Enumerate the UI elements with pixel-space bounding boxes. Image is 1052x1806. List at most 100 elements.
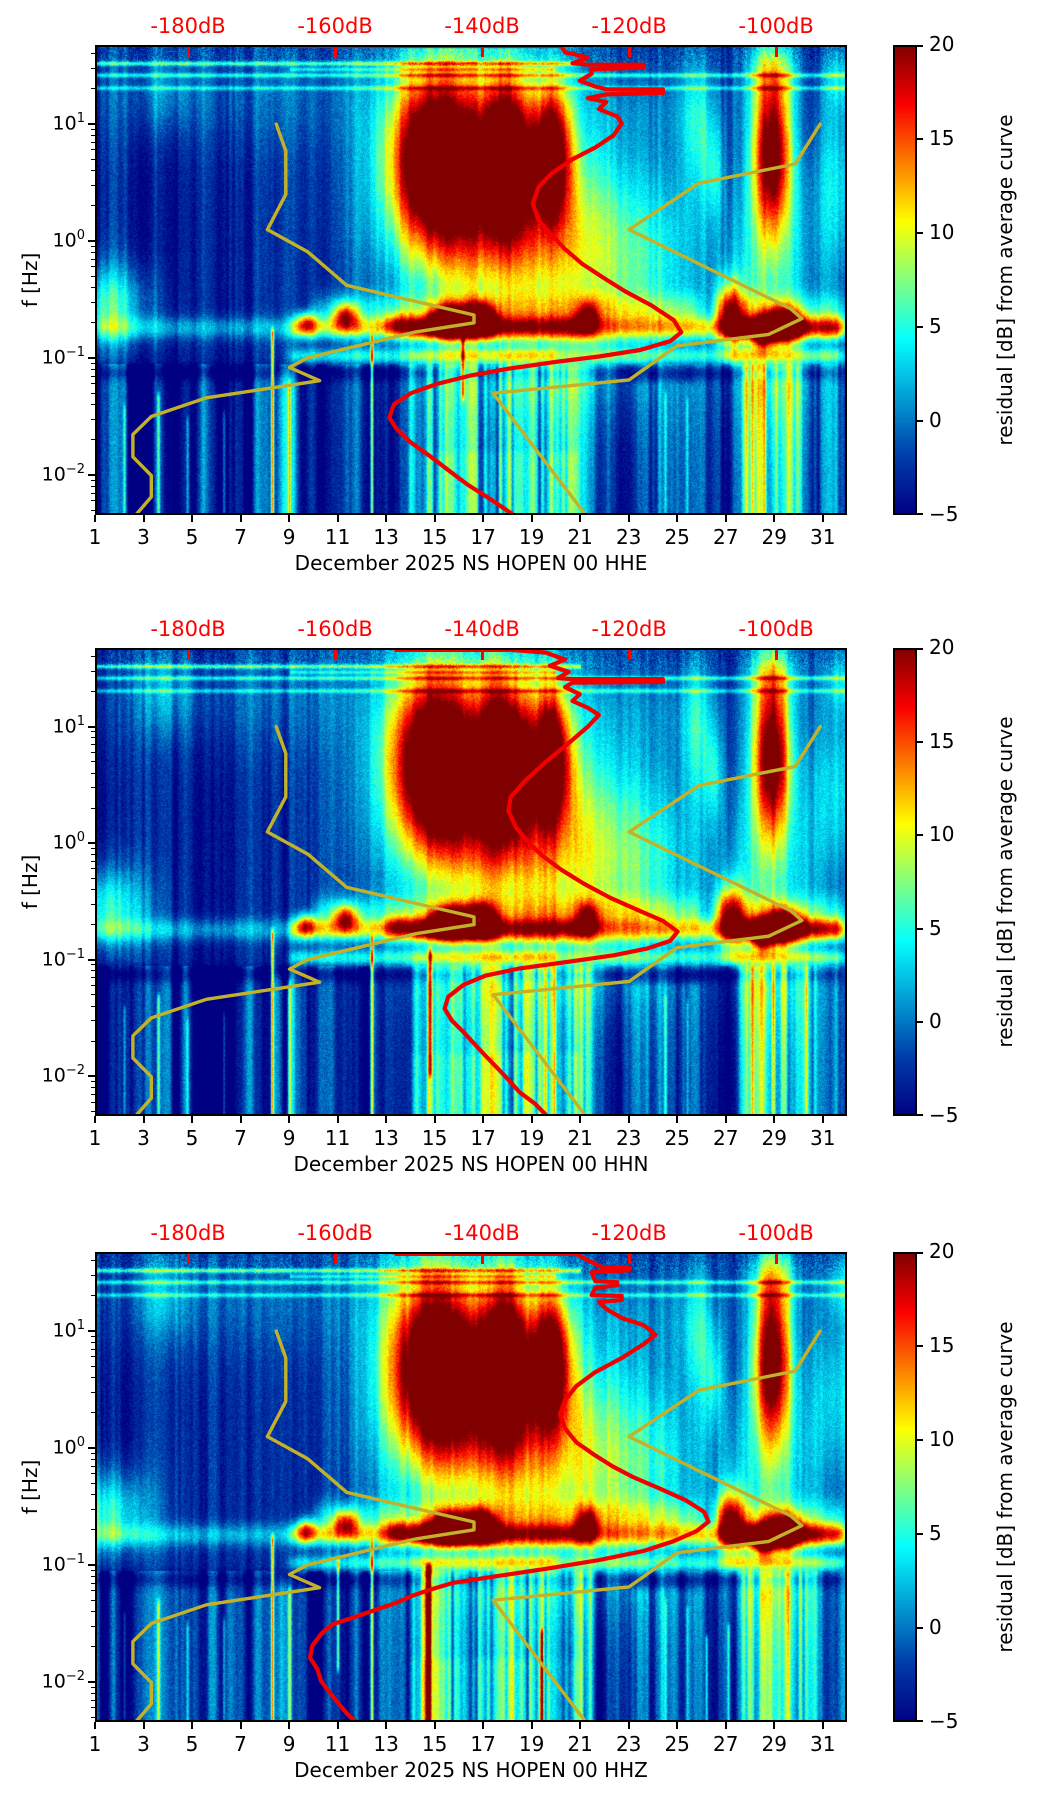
x-tick-label: 17 bbox=[470, 1732, 496, 1756]
y-tick-exponent: −1 bbox=[65, 344, 85, 360]
colorbar-tick bbox=[917, 138, 923, 140]
y-axis-minor-tick bbox=[91, 787, 95, 789]
x-axis-tick bbox=[288, 515, 291, 522]
y-axis-minor-tick bbox=[91, 751, 95, 753]
colorbar-gradient bbox=[893, 648, 917, 1116]
y-axis-minor-tick bbox=[91, 492, 95, 494]
y-axis-tick bbox=[88, 842, 95, 845]
y-tick-label: 10−2 bbox=[15, 1063, 85, 1086]
y-axis-minor-tick bbox=[91, 1458, 95, 1460]
top-db-label: -120dB bbox=[591, 1221, 667, 1245]
y-axis-minor-tick bbox=[91, 964, 95, 966]
y-tick-label: 100 bbox=[15, 830, 85, 853]
x-axis-tick bbox=[821, 1116, 824, 1123]
plot-title: December 2025 NS HOPEN 00 HHN bbox=[293, 1152, 649, 1176]
y-tick-base: 10 bbox=[52, 714, 77, 737]
top-db-tick bbox=[186, 650, 190, 660]
y-axis-minor-tick bbox=[91, 404, 95, 406]
colorbar-tick-label: 5 bbox=[929, 1521, 942, 1545]
y-axis-minor-tick bbox=[91, 266, 95, 268]
y-axis-minor-tick bbox=[91, 509, 95, 511]
y-axis-minor-tick bbox=[91, 1494, 95, 1496]
y-axis-minor-tick bbox=[91, 322, 95, 324]
y-tick-label: 101 bbox=[15, 1318, 85, 1341]
top-db-label: -140dB bbox=[444, 14, 520, 38]
x-axis-tick bbox=[385, 1116, 388, 1123]
x-axis-tick bbox=[773, 1722, 776, 1729]
y-axis-minor-tick bbox=[91, 1452, 95, 1454]
y-axis-minor-tick bbox=[91, 1465, 95, 1467]
x-axis-tick bbox=[385, 1722, 388, 1729]
y-axis-minor-tick bbox=[91, 670, 95, 672]
overlay-curves bbox=[131, 648, 822, 1116]
x-axis-tick bbox=[433, 1116, 436, 1123]
y-axis-minor-tick bbox=[91, 184, 95, 186]
top-db-label: -180dB bbox=[150, 1221, 226, 1245]
y-tick-base: 10 bbox=[41, 1064, 66, 1087]
colorbar-tick-label: 10 bbox=[929, 220, 955, 244]
y-axis-minor-tick bbox=[91, 1482, 95, 1484]
colorbar-tick bbox=[917, 1720, 923, 1722]
x-tick-label: 29 bbox=[761, 1126, 787, 1150]
x-axis-tick bbox=[530, 515, 533, 522]
y-axis-minor-tick bbox=[91, 1335, 95, 1337]
colorbar-tick bbox=[917, 834, 923, 837]
y-axis-minor-tick bbox=[91, 1348, 95, 1350]
x-axis-tick bbox=[433, 1722, 436, 1729]
x-axis-tick bbox=[142, 1116, 145, 1123]
y-tick-exponent: −1 bbox=[65, 1551, 85, 1567]
top-db-label: -160dB bbox=[297, 14, 373, 38]
x-tick-label: 5 bbox=[185, 1126, 199, 1150]
colorbar-tick bbox=[917, 1533, 923, 1535]
y-axis-minor-tick bbox=[91, 258, 95, 260]
y-tick-exponent: 1 bbox=[76, 110, 85, 126]
colorbar-tick-label: 0 bbox=[929, 1615, 942, 1639]
top-db-label: -120dB bbox=[591, 14, 667, 38]
top-db-tick bbox=[186, 1254, 190, 1264]
low-noise-model-curve bbox=[131, 724, 476, 1116]
y-axis-minor-tick bbox=[91, 301, 95, 303]
x-tick-label: 1 bbox=[88, 525, 102, 549]
y-axis-minor-tick bbox=[91, 418, 95, 420]
y-axis-minor-tick bbox=[91, 655, 95, 657]
x-axis-tick bbox=[530, 1116, 533, 1123]
x-axis-tick bbox=[627, 1722, 630, 1729]
y-tick-label: 10−2 bbox=[15, 1669, 85, 1692]
y-tick-base: 10 bbox=[52, 1436, 77, 1459]
y-axis-minor-tick bbox=[91, 1625, 95, 1627]
y-axis-minor-tick bbox=[91, 383, 95, 385]
y-axis-minor-tick bbox=[91, 1080, 95, 1082]
y-tick-exponent: −2 bbox=[65, 1063, 85, 1079]
x-tick-label: 21 bbox=[567, 1126, 593, 1150]
x-axis-tick bbox=[579, 1116, 582, 1123]
x-tick-label: 5 bbox=[185, 525, 199, 549]
x-axis-tick bbox=[773, 515, 776, 522]
average-psd-curve bbox=[394, 648, 680, 1116]
x-tick-label: 13 bbox=[373, 525, 399, 549]
x-tick-label: 1 bbox=[88, 1126, 102, 1150]
top-db-tick bbox=[333, 1254, 337, 1264]
x-tick-label: 23 bbox=[615, 1732, 642, 1756]
y-axis-minor-tick bbox=[91, 1412, 95, 1414]
y-axis-minor-tick bbox=[91, 903, 95, 905]
y-tick-label: 100 bbox=[15, 228, 85, 251]
y-axis-minor-tick bbox=[91, 1295, 95, 1297]
x-axis-tick bbox=[191, 1722, 194, 1729]
y-axis-minor-tick bbox=[91, 392, 95, 394]
y-axis-minor-tick bbox=[91, 287, 95, 289]
x-axis-tick bbox=[239, 1722, 242, 1729]
x-tick-label: 9 bbox=[282, 1126, 296, 1150]
colorbar-tick-label: −5 bbox=[929, 1103, 959, 1127]
colorbar-tick bbox=[917, 1252, 923, 1254]
y-axis-minor-tick bbox=[91, 1716, 95, 1718]
plot-title: December 2025 NS HOPEN 00 HHZ bbox=[294, 1758, 648, 1782]
top-db-label: -120dB bbox=[591, 617, 667, 641]
x-axis-tick bbox=[94, 515, 96, 522]
overlay-curves bbox=[131, 1252, 822, 1722]
spectrogram-heatmap bbox=[95, 1252, 847, 1722]
y-axis-minor-tick bbox=[91, 994, 95, 996]
plot-title: December 2025 NS HOPEN 00 HHE bbox=[294, 551, 648, 575]
x-axis-tick bbox=[142, 1722, 145, 1729]
y-axis-minor-tick bbox=[91, 1365, 95, 1367]
y-axis-minor-tick bbox=[91, 847, 95, 849]
